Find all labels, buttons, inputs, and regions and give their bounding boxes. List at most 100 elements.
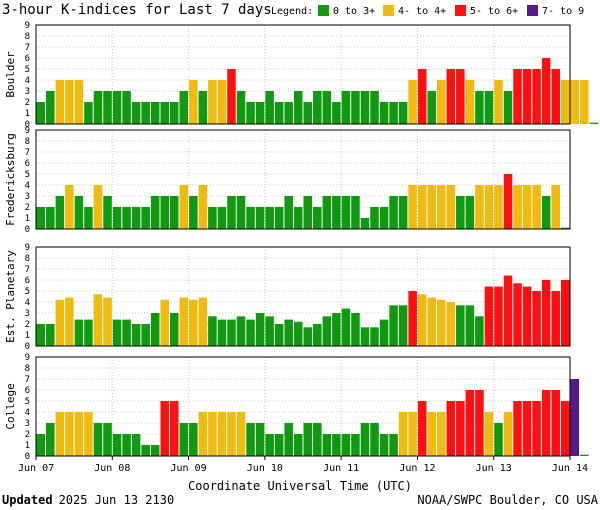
bar: [503, 412, 513, 456]
bar: [370, 327, 379, 346]
bar: [379, 434, 389, 456]
y-tick-label: 0: [25, 342, 30, 352]
bar: [150, 313, 160, 346]
bar: [370, 207, 379, 229]
bar: [103, 423, 112, 456]
bar: [46, 324, 55, 346]
bar: [417, 69, 427, 124]
bar: [274, 102, 284, 124]
bar: [332, 313, 341, 346]
y-tick-label: 9: [25, 126, 30, 136]
bar: [150, 102, 160, 124]
bar: [360, 423, 370, 456]
legend-label-0: 0 to 3+: [333, 6, 375, 17]
x-tick-label: Jun 13: [476, 463, 512, 474]
chart-title: 3-hour K-indices for Last 7 days: [2, 2, 272, 18]
bar: [322, 196, 332, 229]
bar: [236, 91, 246, 124]
bar: [503, 174, 513, 229]
bar: [465, 196, 475, 229]
bar: [379, 319, 389, 346]
bar: [541, 58, 551, 124]
bar: [284, 102, 293, 124]
bar: [36, 434, 46, 456]
y-tick-label: 5: [25, 65, 30, 75]
bar: [379, 207, 389, 229]
bar: [227, 412, 236, 456]
bar: [217, 207, 227, 229]
panel-frame: [35, 356, 571, 457]
bar: [475, 316, 484, 346]
y-tick-label: 3: [25, 419, 30, 429]
bar: [446, 302, 456, 346]
bar: [208, 80, 217, 124]
bar: [398, 412, 408, 456]
bar: [360, 91, 370, 124]
bar: [208, 207, 217, 229]
bar: [398, 102, 408, 124]
bar: [560, 227, 570, 229]
bar: [513, 69, 522, 124]
bar: [484, 185, 494, 229]
bar: [255, 207, 265, 229]
bar: [112, 434, 122, 456]
chart-panels: 0123456789Boulder0123456789Fredericksbur…: [4, 21, 599, 462]
bar: [46, 423, 55, 456]
bar: [408, 291, 417, 346]
bar: [65, 80, 74, 124]
y-tick-label: 4: [25, 76, 30, 86]
bar: [513, 185, 522, 229]
bar: [522, 69, 532, 124]
bar: [55, 196, 65, 229]
y-tick-label: 3: [25, 192, 30, 202]
bar: [513, 401, 522, 456]
bar: [475, 185, 484, 229]
panel-label: Boulder: [4, 51, 17, 98]
updated-label: Updated: [2, 493, 53, 507]
bar: [332, 434, 341, 456]
bar: [265, 434, 274, 456]
bar: [84, 412, 93, 456]
bar: [236, 196, 246, 229]
bar: [389, 434, 398, 456]
bar: [265, 316, 274, 346]
y-tick-label: 5: [25, 170, 30, 180]
bar: [541, 390, 551, 456]
bar: [84, 102, 93, 124]
x-tick-label: Jun 12: [399, 463, 435, 474]
y-tick-label: 1: [25, 214, 30, 224]
bar: [522, 401, 532, 456]
bar: [370, 423, 379, 456]
bar: [74, 80, 84, 124]
y-tick-label: 1: [25, 109, 30, 119]
bar: [551, 185, 560, 229]
y-tick-label: 6: [25, 386, 30, 396]
bar: [398, 196, 408, 229]
bar: [589, 122, 599, 124]
bar: [503, 91, 513, 124]
bar: [456, 196, 465, 229]
bar: [141, 207, 150, 229]
bar: [522, 286, 532, 346]
bar: [65, 412, 74, 456]
bar: [484, 286, 494, 346]
bar: [93, 185, 103, 229]
bar: [131, 434, 141, 456]
bar: [246, 319, 255, 346]
bar: [465, 305, 475, 346]
bar: [484, 91, 494, 124]
bar: [446, 401, 456, 456]
x-axis-label: Coordinate Universal Time (UTC): [188, 479, 412, 493]
bar: [417, 294, 427, 346]
bar: [93, 294, 103, 346]
bar: [236, 412, 246, 456]
bar: [580, 454, 589, 456]
bar: [170, 102, 179, 124]
bar: [427, 91, 436, 124]
bar: [398, 305, 408, 346]
bar: [131, 324, 141, 346]
bar: [379, 102, 389, 124]
bar: [437, 185, 446, 229]
bar: [274, 324, 284, 346]
